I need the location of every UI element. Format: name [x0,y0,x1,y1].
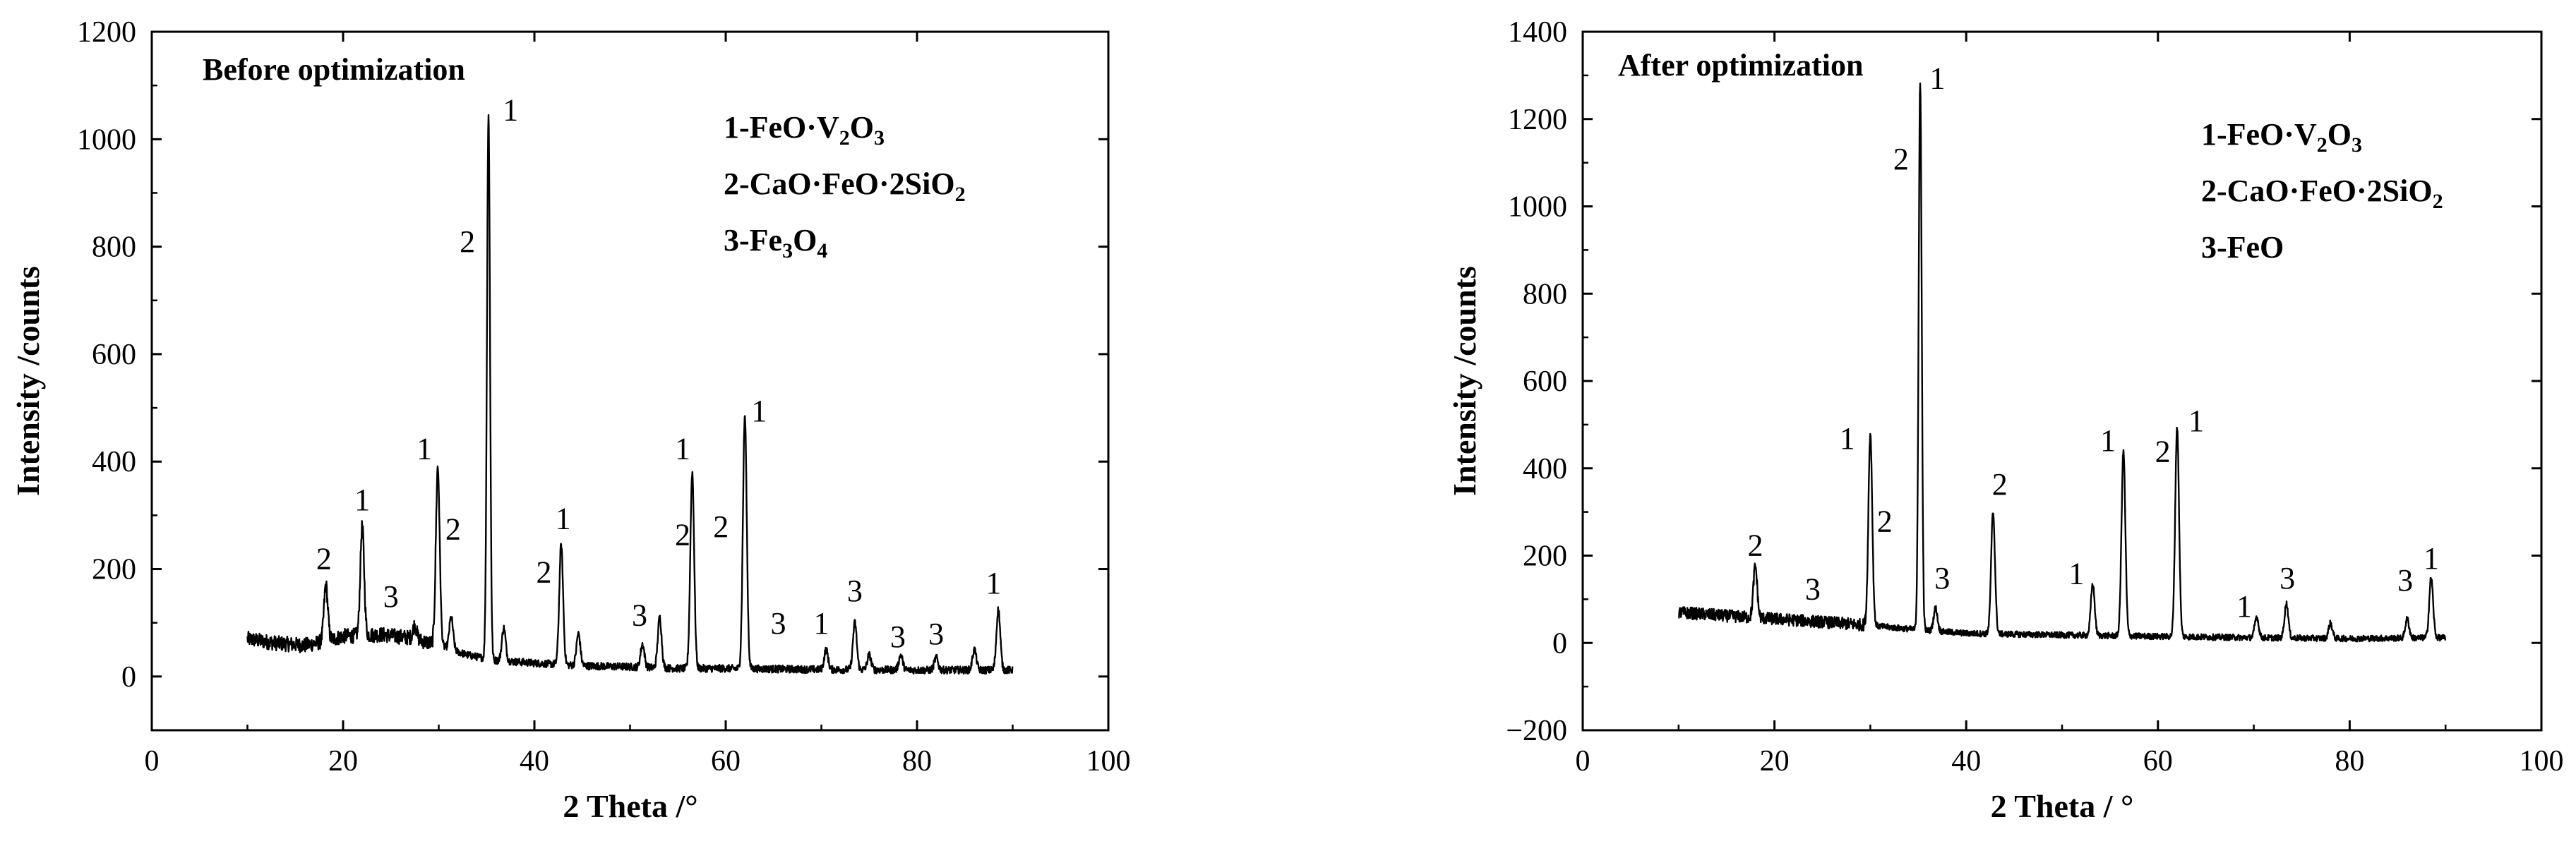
x-axis-label: 2 Theta /° [563,788,697,824]
peak-label-2: 2 [1893,142,1909,176]
peak-label-1: 1 [354,483,370,517]
peak-label-3: 3 [632,598,647,633]
x-axis-label: 2 Theta / ° [1991,788,2134,824]
x-tick-label: 0 [145,745,160,778]
y-axis-label: Intensity /counts [1446,266,1482,496]
peak-label-2: 2 [537,555,552,590]
peak-label-3: 3 [1934,561,1950,595]
peak-label-1: 1 [751,394,767,428]
peak-label-3: 3 [890,619,906,654]
y-tick-label: 800 [1523,278,1567,310]
peak-label-3: 3 [928,617,944,651]
y-tick-label: 1200 [1508,104,1567,136]
legend-entry-2: 2-CaO·FeO·2SiO2 [724,167,966,206]
y-tick-label: 1000 [1508,191,1567,224]
y-tick-label: 400 [92,446,136,478]
peak-label-1: 1 [2236,589,2252,624]
peak-label-1: 1 [675,431,690,466]
y-tick-label: 400 [1523,453,1567,485]
y-tick-label: 200 [1523,540,1567,573]
peak-label-1: 1 [986,566,1001,600]
x-tick-label: 20 [328,745,358,778]
peak-label-3: 3 [1805,571,1821,606]
peak-label-2: 2 [713,509,729,544]
peak-label-1: 1 [814,606,829,641]
peak-label-3: 3 [2280,561,2295,595]
legend-entry-1: 1-FeO·V2O3 [2201,117,2362,157]
peak-label-3: 3 [847,574,863,608]
peak-label-2: 2 [675,517,690,552]
chart-panel-after: 0 20 40 60 80 100 −200 0 200 400 600 800 1000 1200 140… [1446,16,2564,824]
peak-label-1: 1 [2068,557,2084,591]
y-tick-label: 800 [92,231,136,264]
legend-entry-3: 3-FeO [2201,230,2284,265]
peak-label-2: 2 [460,224,475,259]
y-tick-label: 0 [121,661,136,694]
chart-title: Before optimization [203,52,465,87]
y-axis-label: Intensity /counts [10,266,46,496]
peak-label-1: 1 [2100,423,2116,458]
y-tick-label: 1400 [1508,16,1567,49]
y-tick-label: 0 [1552,627,1567,660]
y-tick-label: 1200 [77,16,136,49]
peak-label-1: 1 [1929,61,1945,95]
x-tick-label: 40 [1951,745,1981,778]
peak-label-3: 3 [771,606,786,641]
peak-label-2: 2 [2155,434,2171,468]
legend-entry-3: 3-Fe3O4 [724,223,827,262]
x-tick-label: 20 [1760,745,1790,778]
y-tick-label: 600 [92,339,136,371]
x-tick-label: 40 [520,745,549,778]
x-tick-label: 0 [1576,745,1590,778]
x-tick-label: 60 [2143,745,2173,778]
y-tick-label: 200 [92,554,136,586]
peak-label-3: 3 [2397,563,2413,598]
peak-label-1: 1 [503,93,518,128]
peak-label-1: 1 [2424,541,2439,576]
x-tick-label: 100 [2520,745,2564,778]
peak-label-1: 1 [417,431,432,466]
xrd-pattern-series [246,114,1014,675]
peak-label-1: 1 [556,501,571,536]
chart-title: After optimization [1618,48,1863,83]
peak-label-1: 1 [2188,404,2204,438]
xrd-pattern-series [1678,83,2447,643]
peak-label-3: 3 [383,579,399,614]
x-tick-label: 60 [711,745,741,778]
y-tick-label: −200 [1506,715,1567,747]
peak-label-1: 1 [1840,421,1855,456]
peak-label-2: 2 [316,542,332,576]
x-tick-label: 100 [1086,745,1131,778]
plot-frame [150,30,1110,732]
peak-label-2: 2 [1877,504,1893,538]
legend-entry-2: 2-CaO·FeO·2SiO2 [2201,174,2443,213]
peak-label-2: 2 [1747,528,1763,563]
x-tick-label: 80 [902,745,932,778]
y-tick-label: 1000 [77,123,136,156]
plot-frame [1581,30,2543,732]
x-tick-label: 80 [2335,745,2364,778]
legend-entry-1: 1-FeO·V2O3 [724,110,885,150]
peak-label-2: 2 [445,512,461,547]
y-tick-label: 600 [1523,365,1567,398]
peak-label-2: 2 [1992,467,2008,502]
